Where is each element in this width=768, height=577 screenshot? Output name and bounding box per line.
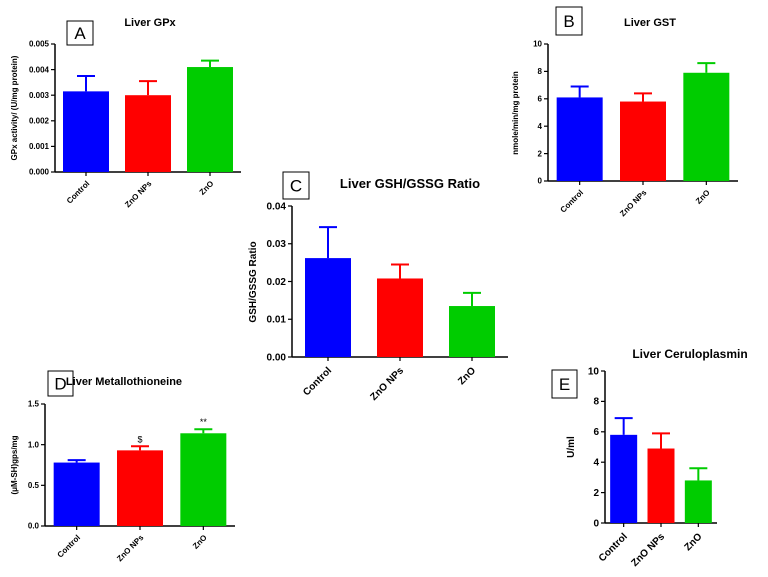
panel-e-category-label: ZnO (683, 531, 705, 553)
panel-a-ytick-label: 0.005 (29, 40, 50, 49)
panel-c-ytick-label: 0.04 (267, 201, 287, 212)
panel-e-bar (647, 448, 675, 523)
panel-c-bar (449, 306, 495, 357)
panel-a-bar (63, 91, 109, 172)
panel-c-category-label: Control (301, 365, 334, 398)
panel-b-ytick-label: 6 (538, 94, 543, 103)
panel-a-title: Liver GPx (124, 17, 176, 29)
panel-b-bar (556, 97, 603, 181)
panel-b-ytick-label: 0 (538, 177, 543, 186)
panel-d-ytick-label: 1.0 (28, 440, 40, 449)
panel-a-bar (125, 95, 171, 172)
panel-d-ytick-label: 0.0 (28, 522, 40, 531)
panel-e-ytick-label: 2 (593, 488, 599, 499)
panel-d-bar (180, 433, 227, 526)
panel-d-category-label: Control (56, 533, 82, 559)
panel-b-category-label: Control (559, 188, 585, 214)
panel-e-ylabel: U/ml (566, 436, 577, 458)
panel-e-ytick-label: 10 (588, 366, 600, 377)
panel-e-title: Liver Ceruloplasmin (632, 347, 747, 361)
panel-b-category-label: ZnO (694, 188, 712, 206)
panel-d-category-label: ZnO (191, 533, 209, 551)
panel-d-title: Liver Metallothioneine (66, 376, 182, 388)
panel-a-letter-box (66, 20, 94, 46)
panel-a-category-label: ZnO (198, 179, 216, 197)
panel-b-bar (620, 101, 666, 181)
panel-e-category-label: ZnO NPs (629, 531, 667, 569)
panel-e-category-label: Control (597, 531, 630, 564)
panel-b-letter: B (563, 12, 574, 31)
panel-d-ytick-label: 1.5 (28, 400, 40, 409)
panel-d-ytick-label: 0.5 (28, 481, 40, 490)
panel-b-ytick-label: 4 (538, 122, 543, 131)
panel-a-letter: A (74, 24, 86, 43)
panel-c-letter-box (282, 171, 310, 200)
panel-b-ytick-label: 8 (538, 67, 543, 76)
panel-e-ytick-label: 4 (593, 458, 599, 469)
panel-d-significance-mark: $ (137, 434, 142, 444)
panel-c-ytick-label: 0.02 (267, 277, 287, 288)
panel-c-category-label: ZnO (456, 365, 478, 387)
panel-d-bar (117, 450, 163, 526)
panel-b-letter-box (555, 6, 583, 36)
panel-b-ytick-label: 10 (533, 40, 542, 49)
panel-d-bar (53, 462, 100, 526)
panel-e-bar (610, 434, 638, 523)
panel-e-ytick-label: 6 (593, 427, 599, 438)
panel-b-bar (683, 72, 730, 181)
panel-d-category-label: ZnO NPs (115, 533, 146, 564)
panel-e-letter: E (559, 375, 570, 394)
panel-e-ytick-label: 0 (593, 518, 599, 529)
panel-a-ylabel: GPx activity/ (U/mg protein) (10, 55, 19, 160)
panel-e-letter-box (551, 369, 578, 399)
panel-a-ytick-label: 0.003 (29, 91, 50, 100)
panel-c-bar (305, 258, 351, 357)
panel-c-category-label: ZnO NPs (368, 365, 406, 403)
panel-b-title: Liver GST (624, 17, 676, 29)
panel-a-ytick-label: 0.001 (29, 142, 50, 151)
panel-a-category-label: Control (65, 179, 91, 205)
panel-a-ytick-label: 0.000 (29, 168, 50, 177)
panel-d-significance-mark: ** (200, 417, 208, 427)
panel-b-category-label: ZnO NPs (618, 188, 649, 219)
panel-c-bar (377, 278, 423, 357)
panel-a-ytick-label: 0.004 (29, 65, 50, 74)
panel-a-bar (187, 67, 233, 172)
panel-e-ytick-label: 8 (593, 397, 599, 408)
panel-c-ytick-label: 0.01 (267, 315, 287, 326)
panel-e-bar (684, 480, 712, 523)
panel-b-ytick-label: 2 (538, 149, 543, 158)
panel-d-letter: D (54, 375, 66, 394)
panel-c-ytick-label: 0.03 (267, 239, 287, 250)
panel-c-letter: C (290, 177, 302, 196)
panel-c-title: Liver GSH/GSSG Ratio (340, 176, 480, 191)
panel-c-ytick-label: 0.00 (267, 352, 287, 363)
panel-a-category-label: ZnO NPs (123, 179, 154, 210)
panel-b-ylabel: nmole/min/mg protein (511, 71, 520, 155)
panel-d-ylabel: (μM-SH)gps/mg (10, 435, 19, 494)
panel-d-letter-box (47, 370, 74, 397)
panel-c-ylabel: GSH/GSSG Ratio (248, 241, 259, 322)
panel-a-ytick-label: 0.002 (29, 116, 50, 125)
